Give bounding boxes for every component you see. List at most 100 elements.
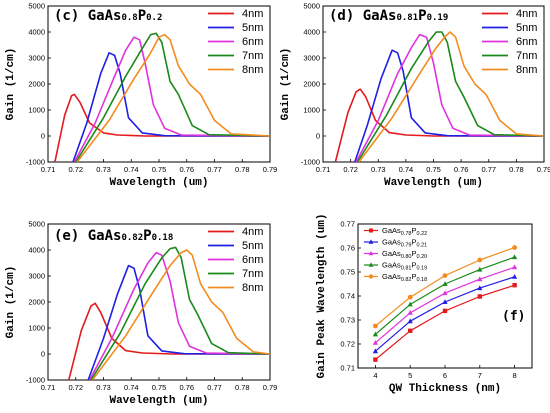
y-tick-label: 0.74	[340, 292, 355, 301]
legend-label: 8nm	[242, 282, 263, 294]
y-tick-label: 4000	[303, 28, 320, 37]
panel-title-part: P	[418, 8, 426, 24]
series-line-4	[91, 249, 270, 380]
legend-label: 7nm	[242, 50, 263, 62]
y-tick-label: 0	[41, 132, 45, 141]
legend-label-part: 0.20	[417, 254, 428, 260]
x-axis-label: Wavelength (um)	[109, 395, 208, 407]
data-point	[372, 340, 378, 345]
series-line-0	[68, 302, 270, 380]
data-point	[477, 257, 483, 263]
x-tick-label: 0.75	[152, 165, 167, 174]
y-axis-label: Gain Peak Wavelength (um)	[316, 213, 328, 378]
x-tick-label: 0.76	[179, 383, 194, 392]
x-tick-label: 0.71	[41, 165, 56, 174]
panel-f: 4 5 6 7 8 0.71 0.72 0.73 0.74 0.75 0.76 0.77 QW Thic…	[316, 213, 533, 395]
legend-label-part: P	[411, 226, 416, 235]
data-point	[442, 273, 448, 278]
legend-label: 5nm	[242, 22, 263, 34]
legend-label-part: 0.22	[417, 231, 428, 237]
x-tick-label: 0.77	[207, 383, 222, 392]
legend-marker	[368, 250, 374, 256]
y-tick-label: 5000	[28, 220, 45, 229]
legend-label: 6nm	[516, 36, 537, 48]
x-tick-label: 0.72	[68, 165, 83, 174]
x-axis-label: Wavelength (um)	[384, 177, 483, 189]
legend-marker	[369, 228, 373, 233]
x-tick-label: 0.73	[96, 165, 111, 174]
y-tick-label: 0	[316, 132, 320, 141]
y-tick-label: 1000	[28, 324, 45, 333]
legend-label: 8nm	[242, 64, 263, 76]
panel-title-part: 0.8	[121, 13, 137, 23]
y-tick-label: 2000	[28, 298, 45, 307]
y-tick-label: 0.73	[340, 316, 355, 325]
legend-label: 8nm	[516, 64, 537, 76]
x-axis-label: Wavelength (um)	[109, 177, 208, 189]
legend-label: GaAs0.78P0.22	[382, 226, 427, 237]
legend-label-part: GaAs	[382, 261, 401, 270]
legend-label-part: GaAs	[382, 226, 401, 235]
y-tick-label: 0	[41, 350, 45, 359]
data-point	[372, 331, 378, 337]
x-tick-label: 8	[513, 371, 517, 380]
y-axis-label: Gain (1/cm)	[5, 48, 17, 121]
y-tick-label: -1000	[26, 376, 45, 385]
series-group	[334, 31, 544, 162]
series-group	[372, 245, 518, 362]
legend-label: 4nm	[242, 226, 263, 238]
y-tick-label: 5000	[303, 2, 320, 11]
y-tick-label: 4000	[28, 246, 45, 255]
legend-label-part: P	[411, 238, 416, 247]
data-point	[407, 301, 413, 307]
x-tick-label: 0.76	[454, 165, 469, 174]
legend-label-part: 0.81	[401, 266, 412, 272]
panel-e: 0.71 0.72 0.73 0.74 0.75 0.76 0.77 0.78 0.79 -100…	[5, 220, 277, 408]
y-axis-label: Gain (1/cm)	[280, 48, 292, 121]
x-tick-label: 0.71	[41, 383, 56, 392]
legend-label: 4nm	[242, 8, 263, 20]
legend-label-part: 0.18	[417, 277, 428, 283]
x-tick-label: 5	[408, 371, 412, 380]
y-tick-label: 0.77	[340, 220, 355, 229]
data-point	[407, 310, 413, 315]
plot-frame	[47, 223, 271, 381]
data-point	[407, 318, 413, 324]
y-tick-label: 3000	[28, 54, 45, 63]
x-tick-label: 0.75	[152, 383, 167, 392]
panel-title: (c) GaAs0.8P0.2	[54, 8, 162, 24]
x-tick-label: 0.77	[207, 165, 222, 174]
legend-label: GaAs0.82P0.18	[382, 272, 427, 283]
x-tick-label: 7	[478, 371, 482, 380]
x-tick-label: 0.74	[124, 383, 139, 392]
panel-title-part: (d) GaAs	[329, 8, 396, 24]
legend-marker	[368, 274, 374, 279]
legend-marker	[368, 239, 374, 244]
y-tick-label: 4000	[28, 28, 45, 37]
series-line-0	[375, 284, 515, 361]
x-tick-label: 0.76	[179, 165, 194, 174]
series-line-4	[358, 31, 544, 162]
x-axis-label: QW Thickness (nm)	[389, 383, 501, 395]
x-tick-label: 6	[443, 371, 447, 380]
x-tick-label: 0.77	[481, 165, 496, 174]
series-line-4	[375, 246, 515, 327]
panel-title-part: 0.19	[427, 13, 449, 23]
y-tick-label: 0.71	[340, 364, 355, 373]
panel-title-part: 0.18	[152, 233, 174, 243]
panel-title-part: 0.2	[146, 13, 162, 23]
y-tick-label: 3000	[28, 272, 45, 281]
panel-d: 0.71 0.72 0.73 0.74 0.75 0.76 0.77 0.78 0.79 -100…	[280, 2, 550, 190]
series-line-3	[90, 246, 270, 380]
x-tick-label: 0.71	[316, 165, 331, 174]
legend-label: 7nm	[516, 50, 537, 62]
data-point	[372, 348, 378, 354]
panel-title: (d) GaAs0.81P0.19	[329, 8, 448, 24]
x-tick-label: 0.79	[537, 165, 550, 174]
series-group	[68, 246, 270, 380]
panel-title-part: P	[143, 228, 151, 244]
data-point	[512, 283, 517, 288]
series-line-2	[73, 36, 270, 162]
data-point	[512, 274, 518, 279]
data-point	[408, 328, 413, 333]
